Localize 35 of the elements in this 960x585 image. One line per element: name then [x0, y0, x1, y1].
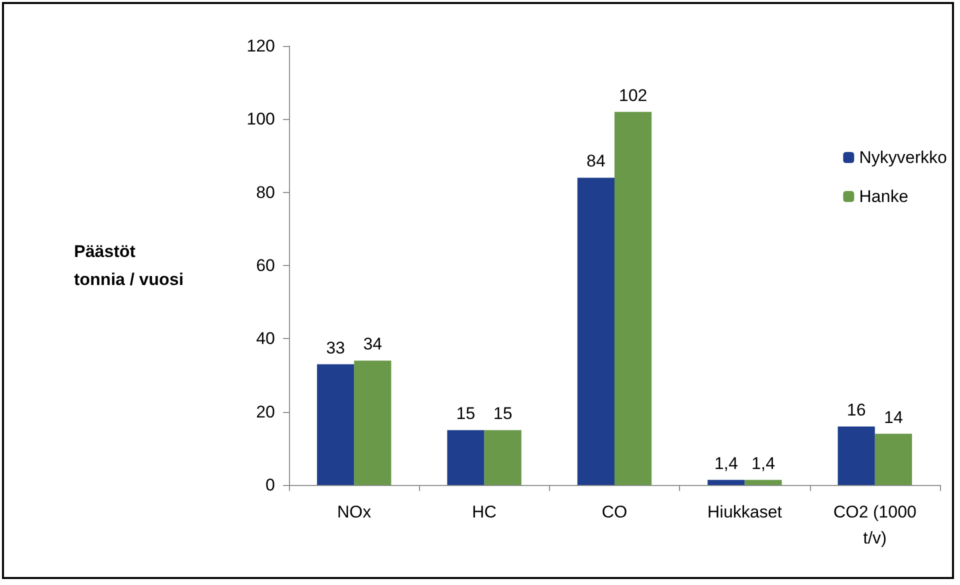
data-label: 102	[618, 86, 648, 105]
data-label: 84	[586, 152, 606, 171]
y-tick-label: 40	[256, 329, 275, 348]
y-tick-label: 0	[266, 476, 275, 494]
data-label: 15	[493, 404, 512, 424]
data-label: 16	[846, 400, 866, 420]
x-tick-label: HC	[472, 502, 497, 522]
bar	[708, 480, 745, 485]
x-tick-label: CO	[602, 502, 628, 522]
bar	[614, 112, 652, 485]
bar	[874, 434, 912, 485]
x-tick-label: NOx	[337, 502, 372, 522]
bar	[577, 178, 614, 485]
bar	[744, 480, 782, 485]
data-label: 15	[456, 404, 476, 424]
y-tick-label: 80	[256, 182, 275, 202]
bar	[484, 430, 522, 485]
x-tick-label: Hiukkaset	[707, 502, 782, 522]
data-label: 1,4	[714, 454, 738, 473]
data-label: 1,4	[751, 454, 776, 473]
x-tick-label: CO2 (1000 t/v)	[833, 502, 916, 548]
y-tick-label: 60	[256, 256, 275, 275]
legend-label: Hanke	[859, 187, 908, 206]
data-label: 14	[884, 408, 903, 427]
data-label: 34	[363, 334, 382, 354]
bar	[354, 360, 392, 485]
y-tick-label: 20	[256, 402, 275, 422]
y-tick-label: 120	[246, 36, 275, 56]
y-axis-title: Päästöt tonnia / vuosi	[74, 242, 184, 289]
y-tick-label: 100	[246, 110, 275, 129]
data-label: 33	[326, 338, 346, 358]
bar	[316, 364, 354, 485]
bar	[838, 426, 875, 485]
bar	[447, 430, 484, 485]
legend-label: Nykyverkko	[859, 148, 948, 167]
